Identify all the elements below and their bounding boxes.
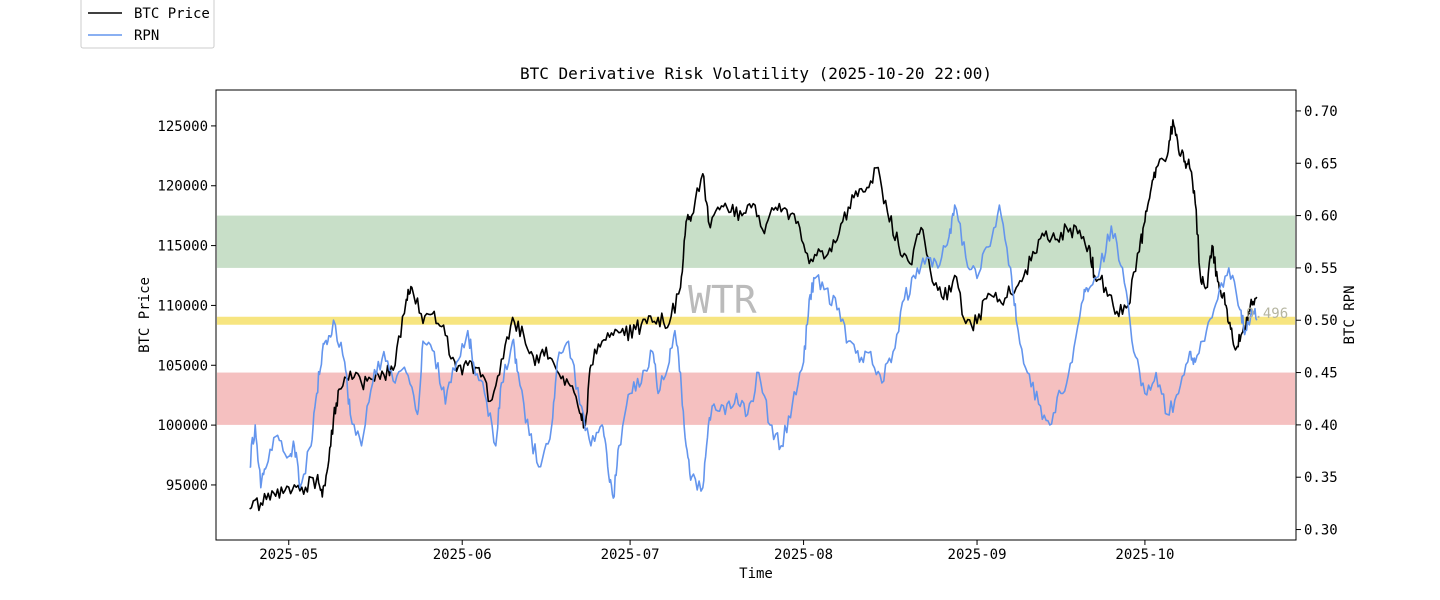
y-axis-right-title: BTC RPN — [1342, 285, 1358, 344]
risk-bands — [217, 215, 1295, 425]
y-right-tick-label: 0.65 — [1304, 156, 1338, 172]
y-left-tick-label: 105000 — [157, 358, 208, 374]
y-left-tick-label: 115000 — [157, 239, 208, 255]
y-left-tick-label: 100000 — [157, 418, 208, 434]
x-tick-label: 2025-06 — [433, 547, 492, 563]
y-right-tick-label: 0.70 — [1304, 104, 1338, 120]
x-axis-title: Time — [739, 566, 773, 582]
latest-rpn-label: 0.496 — [1246, 306, 1288, 322]
high-risk-band — [217, 215, 1295, 268]
y-right-tick-label: 0.50 — [1304, 313, 1338, 329]
plot-frame — [215, 89, 1297, 541]
series-layer — [249, 119, 1258, 512]
series-line-rpn — [249, 204, 1258, 499]
x-tick-label: 2025-05 — [259, 547, 318, 563]
y-right-tick-label: 0.45 — [1304, 366, 1338, 382]
series-line-btc-price — [249, 119, 1258, 512]
chart-title: BTC Derivative Risk Volatility (2025-10-… — [520, 64, 992, 83]
legend-label-btc-price: BTC Price — [134, 6, 210, 22]
y-right-tick-label: 0.30 — [1304, 523, 1338, 539]
y-right-tick-label: 0.40 — [1304, 418, 1338, 434]
x-axis: 2025-05 2025-06 2025-07 2025-08 2025-09 2025-… — [259, 540, 1174, 563]
x-tick-label: 2025-07 — [601, 547, 660, 563]
y-right-tick-label: 0.55 — [1304, 261, 1338, 277]
legend-frame — [80, 0, 215, 49]
y-right-tick-label: 0.60 — [1304, 209, 1338, 225]
legend: BTC Price RPN — [80, 0, 215, 49]
y-left-tick-label: 95000 — [166, 478, 208, 494]
x-tick-label: 2025-10 — [1115, 547, 1174, 563]
y-axis-left-title: BTC Price — [137, 277, 153, 353]
y-axis-left: 95000 100000 105000 110000 115000 120000 12500… — [157, 119, 216, 494]
x-tick-label: 2025-09 — [948, 547, 1007, 563]
y-left-tick-label: 110000 — [157, 298, 208, 314]
y-right-tick-label: 0.35 — [1304, 470, 1338, 486]
legend-label-rpn: RPN — [134, 28, 159, 44]
y-left-tick-label: 120000 — [157, 179, 208, 195]
watermark: WTR — [688, 278, 757, 322]
y-left-tick-label: 125000 — [157, 119, 208, 135]
x-tick-label: 2025-08 — [774, 547, 833, 563]
y-axis-right: 0.30 0.35 0.40 0.45 0.50 0.55 0.60 0.65 0.70 — [1296, 104, 1338, 539]
neutral-line — [217, 316, 1295, 325]
